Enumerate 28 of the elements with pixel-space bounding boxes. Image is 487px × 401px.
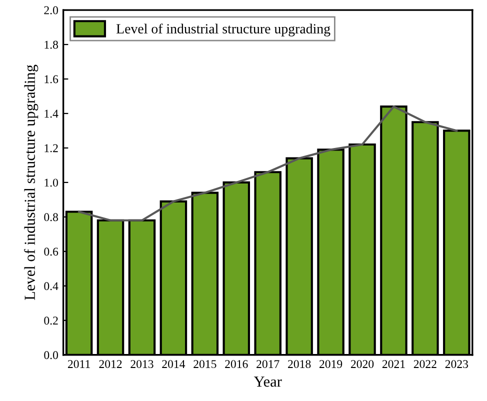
y-tick-label: 0.4 [44, 282, 58, 290]
x-tick-label: 2011 [68, 360, 90, 368]
x-axis-title: Year [254, 376, 282, 387]
y-axis-title: Level of industrial structure upgrading [24, 64, 38, 300]
x-tick-label: 2013 [130, 360, 154, 368]
x-tick-label: 2022 [414, 360, 436, 368]
x-tick-label: 2014 [162, 360, 186, 368]
y-tick-label: 1.0 [44, 178, 58, 187]
y-tick-label: 0.6 [44, 248, 58, 256]
y-tick-label: 0.2 [44, 316, 58, 325]
x-tick-label: 2023 [445, 360, 468, 368]
x-tick-label: 2012 [99, 360, 122, 368]
x-tick-label: 2020 [350, 360, 374, 368]
y-tick-label: 0.0 [44, 351, 58, 360]
y-tick-label: 0.8 [44, 213, 58, 222]
y-tick-label: 1.8 [44, 40, 58, 49]
y-tick-label: 1.4 [44, 110, 58, 118]
x-tick-label: 2015 [194, 360, 216, 368]
x-tick-label: 2021 [382, 360, 405, 368]
y-tick-label: 1.2 [44, 144, 58, 152]
x-tick-label: 2018 [288, 360, 311, 368]
legend-label: Level of industrial structure upgrading [116, 24, 330, 36]
line-series [78, 106, 458, 222]
x-tick-label: 2017 [256, 360, 280, 368]
x-tick-label: 2019 [320, 360, 342, 368]
x-tick-label: 2016 [225, 360, 248, 368]
y-tick-label: 2.0 [44, 6, 58, 14]
y-tick-label: 1.6 [44, 75, 58, 84]
